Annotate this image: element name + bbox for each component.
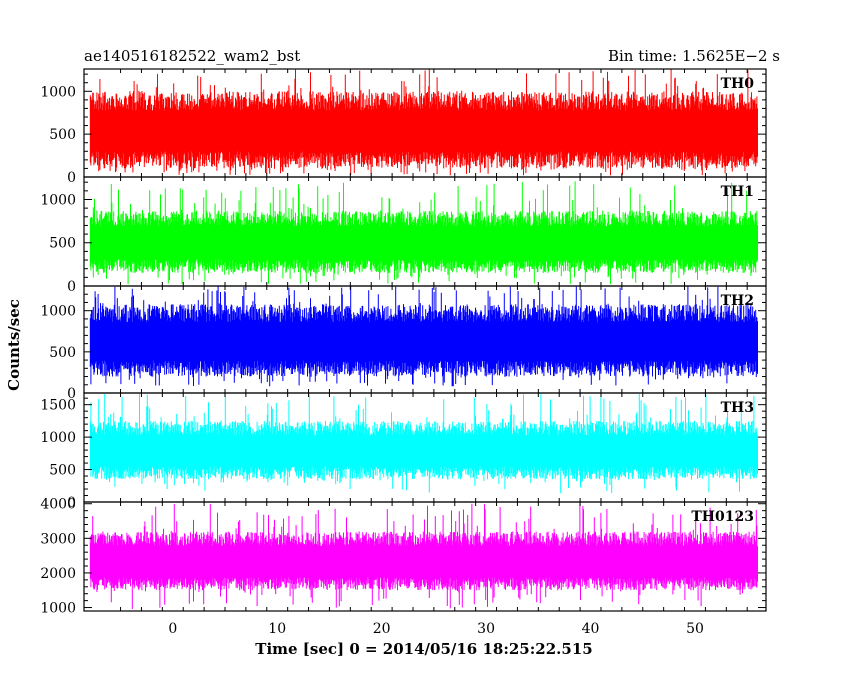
series-th0123-trace — [89, 503, 758, 609]
y-tick-label: 3000 — [40, 531, 76, 547]
y-tick-label: 500 — [49, 463, 76, 479]
y-tick-label: 500 — [49, 236, 76, 252]
y-tick-label: 500 — [49, 127, 76, 143]
series-th1-trace — [89, 181, 758, 285]
y-tick-label: 0 — [67, 279, 76, 295]
y-tick-label: 1000 — [40, 601, 76, 617]
x-tick-label: 20 — [373, 621, 391, 637]
panel-label: TH2 — [721, 293, 754, 309]
series-th2-trace — [89, 286, 758, 387]
panel-label: TH1 — [721, 184, 754, 200]
panel-th2: 0 500 1000 TH2 — [40, 285, 767, 402]
panel-frame — [83, 501, 767, 612]
panel-th0123: 1000 2000 3000 4000 TH0123 — [40, 497, 767, 617]
x-tick-label: 30 — [477, 621, 495, 637]
series-th3-trace — [89, 393, 758, 494]
panel-th3: 0 500 1000 1500 TH3 — [40, 392, 767, 511]
y-tick-label: 1000 — [40, 304, 76, 320]
panel-label: TH0123 — [691, 509, 754, 525]
x-tick-label: 10 — [268, 621, 286, 637]
y-tick-label: 1500 — [40, 398, 76, 414]
panel-th0: 0 500 1000 TH0 — [40, 68, 767, 186]
series-th0-trace — [89, 69, 758, 176]
y-tick-label: 1000 — [40, 430, 76, 446]
x-axis-label: Time [sec] 0 = 2014/05/16 18:25:22.515 — [255, 640, 592, 658]
y-tick-label: 4000 — [40, 497, 76, 513]
y-tick-label: 0 — [67, 170, 76, 186]
panels-group: 0 500 1000 TH0 0 500 1000 TH1 0 500 1000 TH2 0 500 100… — [40, 68, 767, 617]
y-axis-label: Counts/sec — [5, 299, 23, 391]
panel-th1: 0 500 1000 TH1 — [40, 176, 767, 295]
x-tick-label: 0 — [168, 621, 177, 637]
panel-label: TH3 — [721, 400, 754, 416]
y-tick-label: 500 — [49, 345, 76, 361]
bin-time-label: Bin time: 1.5625E−2 s — [608, 47, 780, 65]
y-tick-label: 2000 — [40, 566, 76, 582]
panel-label: TH0 — [721, 76, 755, 92]
y-tick-label: 0 — [67, 495, 76, 511]
x-tick-label: 40 — [582, 621, 600, 637]
x-tick-label: 50 — [686, 621, 704, 637]
y-tick-label: 1000 — [40, 192, 76, 208]
y-tick-label: 0 — [67, 386, 76, 402]
x-axis: 0 10 20 30 40 50 — [168, 621, 704, 637]
y-tick-label: 1000 — [40, 84, 76, 100]
header-title: ae140516182522_wam2_bst — [84, 47, 300, 65]
